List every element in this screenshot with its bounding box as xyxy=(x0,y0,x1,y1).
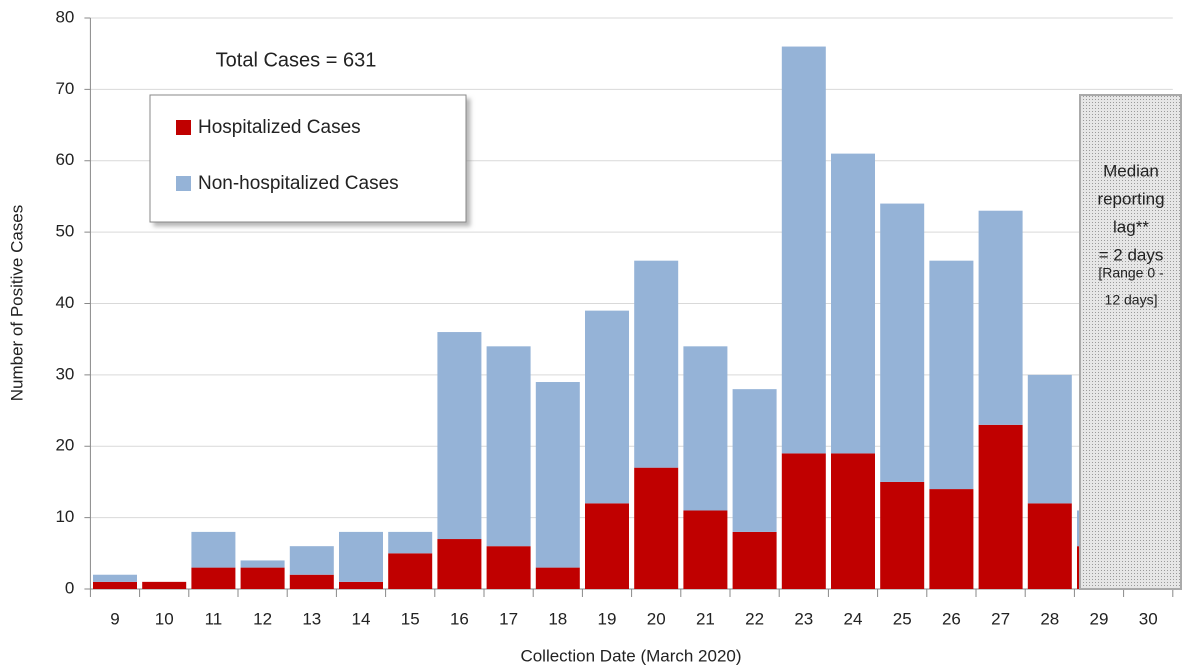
bar-segment xyxy=(191,567,236,589)
x-tick-label: 19 xyxy=(598,609,617,628)
bar-segment xyxy=(732,531,777,589)
bar-segment xyxy=(289,574,334,589)
bar-segment xyxy=(1027,503,1072,589)
bar-segment xyxy=(831,153,875,454)
bar-segment xyxy=(486,346,531,547)
bar-segment xyxy=(240,567,285,589)
bar-segment xyxy=(585,310,629,504)
bar-segment xyxy=(732,389,777,532)
bar-segment xyxy=(339,531,383,582)
bar-segment xyxy=(683,510,728,589)
lag-note: Median xyxy=(1103,161,1159,180)
x-tick-label: 10 xyxy=(155,609,174,628)
total-annotation: Total Cases = 631 xyxy=(216,49,377,71)
bar-segment xyxy=(437,332,482,540)
lag-note: = 2 days xyxy=(1099,245,1164,264)
bar-segment xyxy=(289,546,334,575)
legend-label: Hospitalized Cases xyxy=(198,117,361,138)
legend-swatch xyxy=(176,176,191,191)
bar-segment xyxy=(437,539,482,589)
grid: 0 10 20 30 40 50 60 70 80 9 10 11 12 13 14 15 16 17 18 19 20… xyxy=(55,7,1174,628)
bar-segment xyxy=(929,260,974,490)
y-axis-label: Number of Positive Cases xyxy=(7,205,26,402)
bar-segment xyxy=(93,581,137,589)
range-note: 12 days] xyxy=(1105,292,1158,308)
bar-segment xyxy=(535,567,580,589)
bar-segment xyxy=(339,581,383,589)
bar-segment xyxy=(634,260,679,468)
legend-label: Non-hospitalized Cases xyxy=(198,173,399,194)
y-tick-label: 60 xyxy=(55,150,74,169)
bar-segment xyxy=(93,574,137,582)
x-tick-label: 22 xyxy=(745,609,764,628)
lag-note: reporting xyxy=(1097,189,1164,208)
legend-swatch xyxy=(176,120,191,135)
x-tick-label: 29 xyxy=(1090,609,1109,628)
x-tick-label: 24 xyxy=(844,609,863,628)
x-tick-label: 16 xyxy=(450,609,469,628)
bar-segment xyxy=(240,560,285,568)
x-tick-label: 26 xyxy=(942,609,961,628)
bar-segment xyxy=(978,424,1023,589)
bar-segment xyxy=(535,382,580,568)
x-tick-label: 25 xyxy=(893,609,912,628)
bar-segment xyxy=(683,346,728,511)
bar-segment xyxy=(978,210,1023,425)
x-axis-label: Collection Date (March 2020) xyxy=(520,646,741,665)
bar-segment xyxy=(929,489,974,589)
y-tick-label: 50 xyxy=(55,222,74,241)
bar-segment xyxy=(880,481,925,589)
bar-segment xyxy=(880,203,925,482)
bar-segment xyxy=(388,531,433,554)
bar-segment xyxy=(781,453,826,589)
y-tick-label: 40 xyxy=(55,293,74,312)
x-tick-label: 15 xyxy=(401,609,420,628)
x-tick-label: 14 xyxy=(352,609,371,628)
y-tick-label: 80 xyxy=(55,7,74,26)
x-tick-label: 20 xyxy=(647,609,666,628)
x-tick-label: 9 xyxy=(110,609,119,628)
x-tick-label: 12 xyxy=(253,609,272,628)
x-tick-label: 13 xyxy=(302,609,321,628)
overlay: Median reporting lag** = 2 days[Range 0 - 12… xyxy=(149,94,1182,590)
range-note: [Range 0 - xyxy=(1098,265,1164,281)
x-tick-label: 28 xyxy=(1040,609,1059,628)
x-tick-label: 11 xyxy=(205,609,223,628)
bar-segment xyxy=(388,553,433,589)
reporting-lag-box xyxy=(1079,94,1182,590)
legend-box xyxy=(149,94,467,223)
lag-note: lag** xyxy=(1113,217,1149,236)
x-tick-label: 23 xyxy=(794,609,813,628)
bar-segment xyxy=(486,546,531,589)
x-tick-label: 18 xyxy=(548,609,567,628)
x-tick-label: 21 xyxy=(696,609,715,628)
bar-segment xyxy=(142,581,187,589)
y-tick-label: 30 xyxy=(55,364,74,383)
bar-segment xyxy=(191,531,236,568)
bar-segment xyxy=(634,467,679,589)
bars xyxy=(93,46,1121,589)
y-tick-label: 20 xyxy=(55,436,74,455)
bar-segment xyxy=(831,453,875,589)
x-tick-label: 17 xyxy=(499,609,518,628)
bar-segment xyxy=(585,503,629,589)
bar-segment xyxy=(1027,374,1072,504)
y-tick-label: 10 xyxy=(55,507,74,526)
bar-segment xyxy=(781,46,826,454)
y-tick-label: 0 xyxy=(65,578,74,597)
x-tick-label: 30 xyxy=(1139,609,1158,628)
x-tick-label: 27 xyxy=(991,609,1010,628)
y-tick-label: 70 xyxy=(55,79,74,98)
